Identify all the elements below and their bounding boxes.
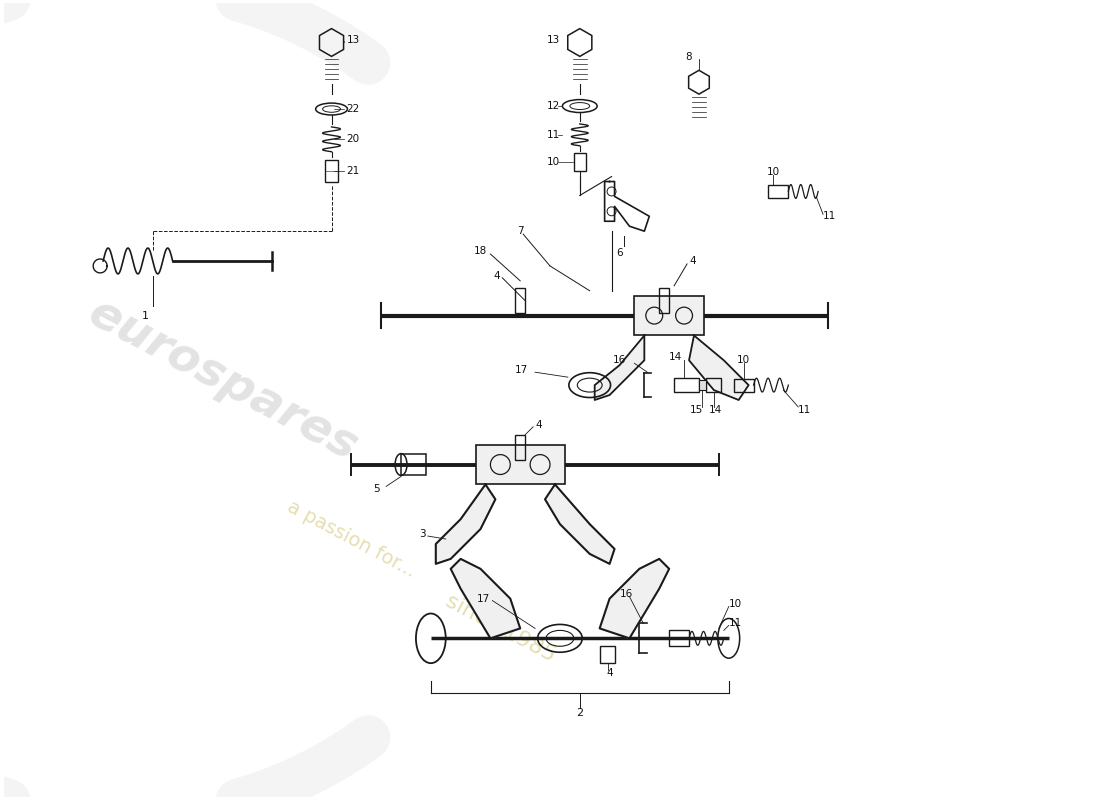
Polygon shape xyxy=(689,335,749,400)
Text: 5: 5 xyxy=(373,484,380,494)
Text: 10: 10 xyxy=(737,355,750,366)
Text: 11: 11 xyxy=(799,405,812,415)
Text: 14: 14 xyxy=(710,405,723,415)
Text: 3: 3 xyxy=(419,529,426,539)
Text: 15: 15 xyxy=(690,405,703,415)
Polygon shape xyxy=(436,485,495,564)
Text: 17: 17 xyxy=(515,366,528,375)
Text: eurospares: eurospares xyxy=(80,290,365,470)
Text: 4: 4 xyxy=(494,271,501,281)
Text: 10: 10 xyxy=(547,157,560,166)
Text: 12: 12 xyxy=(547,101,560,111)
Text: 4: 4 xyxy=(689,256,695,266)
Text: 14: 14 xyxy=(669,352,682,362)
Text: 16: 16 xyxy=(613,355,626,366)
Text: 13: 13 xyxy=(346,34,360,45)
Text: 2: 2 xyxy=(576,708,583,718)
Text: 7: 7 xyxy=(517,226,524,236)
Text: 11: 11 xyxy=(547,130,560,140)
Text: 11: 11 xyxy=(823,211,836,222)
Text: 4: 4 xyxy=(535,420,541,430)
Text: 17: 17 xyxy=(477,594,491,604)
Polygon shape xyxy=(600,559,669,638)
Text: 10: 10 xyxy=(728,598,741,609)
Text: 20: 20 xyxy=(346,134,360,144)
Text: 21: 21 xyxy=(346,166,360,176)
Text: 8: 8 xyxy=(685,52,692,62)
Polygon shape xyxy=(544,485,615,564)
Text: a passion for...: a passion for... xyxy=(284,497,419,581)
Text: 11: 11 xyxy=(728,618,743,629)
Text: 1: 1 xyxy=(141,310,149,321)
Text: 18: 18 xyxy=(474,246,487,256)
Text: 16: 16 xyxy=(619,589,632,598)
Text: 4: 4 xyxy=(606,668,613,678)
Polygon shape xyxy=(698,380,706,390)
Text: 22: 22 xyxy=(346,104,360,114)
Text: 13: 13 xyxy=(547,34,560,45)
Polygon shape xyxy=(595,335,645,400)
Polygon shape xyxy=(475,445,565,485)
Polygon shape xyxy=(635,296,704,335)
Polygon shape xyxy=(451,559,520,638)
Text: since 1985: since 1985 xyxy=(442,591,559,666)
Text: 6: 6 xyxy=(616,248,623,258)
Text: 10: 10 xyxy=(767,166,780,177)
